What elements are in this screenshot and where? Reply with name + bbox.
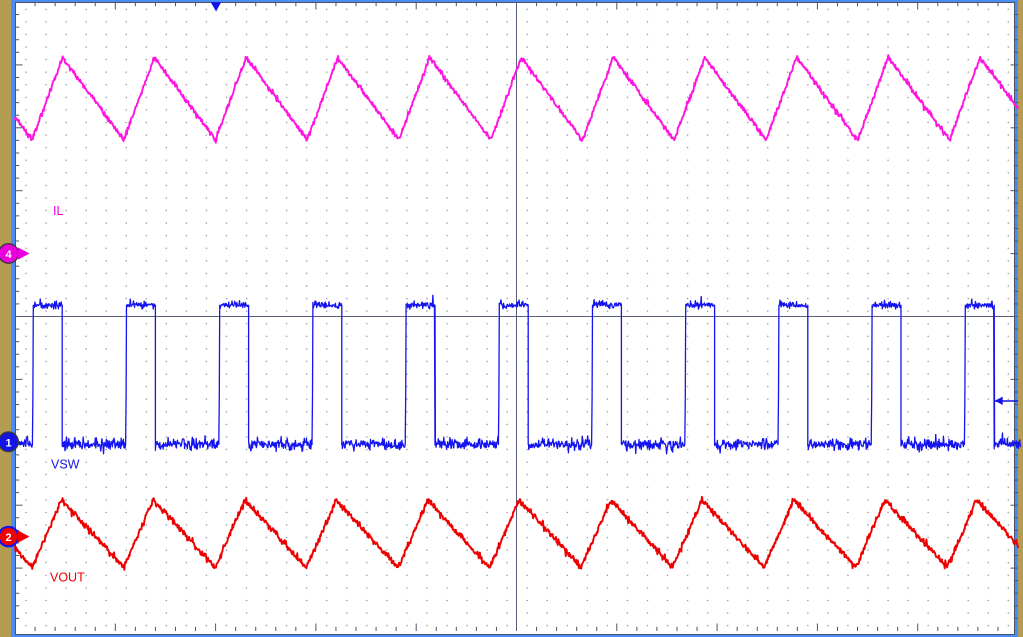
svg-text:VSW: VSW [51,458,80,472]
svg-text:IL: IL [53,204,63,218]
svg-text:VOUT: VOUT [50,571,85,585]
svg-text:4: 4 [5,249,12,261]
svg-text:1: 1 [5,437,11,449]
svg-text:2: 2 [5,532,11,544]
